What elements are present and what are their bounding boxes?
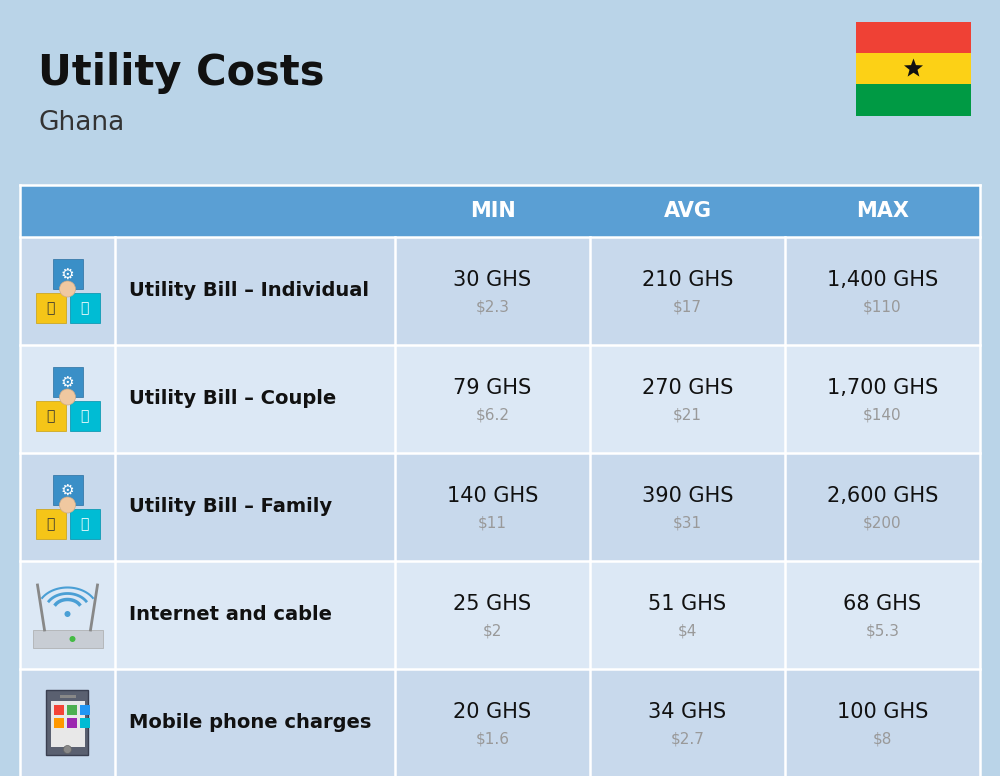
Text: Internet and cable: Internet and cable <box>129 605 332 625</box>
Text: 🔧: 🔧 <box>80 301 89 315</box>
Text: Mobile phone charges: Mobile phone charges <box>129 713 371 733</box>
Text: 30 GHS: 30 GHS <box>453 270 532 290</box>
Bar <box>70 509 100 539</box>
Text: ⚙: ⚙ <box>61 266 74 282</box>
Text: AVG: AVG <box>664 201 712 221</box>
Text: 🔌: 🔌 <box>46 301 55 315</box>
Circle shape <box>60 281 76 297</box>
Text: Utility Costs: Utility Costs <box>38 52 324 94</box>
Text: Utility Bill – Family: Utility Bill – Family <box>129 497 332 517</box>
Bar <box>856 84 971 116</box>
Text: Utility Bill – Couple: Utility Bill – Couple <box>129 390 336 408</box>
Text: 34 GHS: 34 GHS <box>648 702 727 722</box>
Text: $2.3: $2.3 <box>476 300 510 315</box>
Text: 140 GHS: 140 GHS <box>447 487 538 506</box>
Bar <box>20 345 980 453</box>
Text: $8: $8 <box>873 732 892 747</box>
Bar <box>20 561 980 669</box>
Circle shape <box>64 746 72 753</box>
Bar <box>856 53 971 85</box>
Text: ⚙: ⚙ <box>61 375 74 390</box>
Text: 2,600 GHS: 2,600 GHS <box>827 487 938 506</box>
Text: $11: $11 <box>478 516 507 531</box>
Text: $110: $110 <box>863 300 902 315</box>
Text: MIN: MIN <box>470 201 515 221</box>
Bar <box>52 475 82 505</box>
Text: 210 GHS: 210 GHS <box>642 270 733 290</box>
Bar <box>66 705 76 715</box>
Text: Ghana: Ghana <box>38 110 124 136</box>
Bar <box>80 718 90 728</box>
Bar <box>60 695 76 698</box>
Bar <box>54 705 64 715</box>
Text: 68 GHS: 68 GHS <box>843 594 922 614</box>
Bar <box>80 705 90 715</box>
Bar <box>36 509 66 539</box>
Text: $200: $200 <box>863 516 902 531</box>
Text: $2.7: $2.7 <box>671 732 704 747</box>
Text: 25 GHS: 25 GHS <box>453 594 532 614</box>
Circle shape <box>64 611 70 617</box>
Polygon shape <box>904 58 923 77</box>
Bar <box>20 237 980 345</box>
Text: 100 GHS: 100 GHS <box>837 702 928 722</box>
Text: 270 GHS: 270 GHS <box>642 378 733 398</box>
Bar <box>20 453 980 561</box>
Circle shape <box>70 636 76 642</box>
Text: 51 GHS: 51 GHS <box>648 594 727 614</box>
Bar <box>32 630 103 648</box>
Circle shape <box>60 389 76 405</box>
FancyBboxPatch shape <box>46 691 88 756</box>
Bar <box>52 259 82 289</box>
Text: $17: $17 <box>673 300 702 315</box>
Text: 🔧: 🔧 <box>80 517 89 531</box>
Text: 79 GHS: 79 GHS <box>453 378 532 398</box>
Text: 390 GHS: 390 GHS <box>642 487 733 506</box>
Bar <box>52 367 82 397</box>
Text: 1,400 GHS: 1,400 GHS <box>827 270 938 290</box>
Text: Utility Bill – Individual: Utility Bill – Individual <box>129 282 369 300</box>
Text: $6.2: $6.2 <box>476 407 510 423</box>
Text: 🔌: 🔌 <box>46 409 55 423</box>
Text: $21: $21 <box>673 407 702 423</box>
Bar <box>36 293 66 323</box>
Circle shape <box>60 497 76 513</box>
Text: $4: $4 <box>678 624 697 639</box>
Bar <box>70 293 100 323</box>
Text: 🔧: 🔧 <box>80 409 89 423</box>
Bar <box>856 22 971 54</box>
Text: $31: $31 <box>673 516 702 531</box>
Bar <box>54 718 64 728</box>
Text: 20 GHS: 20 GHS <box>453 702 532 722</box>
Text: $1.6: $1.6 <box>476 732 510 747</box>
Bar <box>50 701 84 747</box>
Text: ⚙: ⚙ <box>61 483 74 497</box>
Bar <box>20 669 980 776</box>
Text: $140: $140 <box>863 407 902 423</box>
Bar <box>66 718 76 728</box>
Text: 1,700 GHS: 1,700 GHS <box>827 378 938 398</box>
Text: MAX: MAX <box>856 201 909 221</box>
Text: $2: $2 <box>483 624 502 639</box>
Bar <box>36 401 66 431</box>
Text: $5.3: $5.3 <box>866 624 900 639</box>
Bar <box>20 185 980 237</box>
Text: 🔌: 🔌 <box>46 517 55 531</box>
Bar <box>70 401 100 431</box>
